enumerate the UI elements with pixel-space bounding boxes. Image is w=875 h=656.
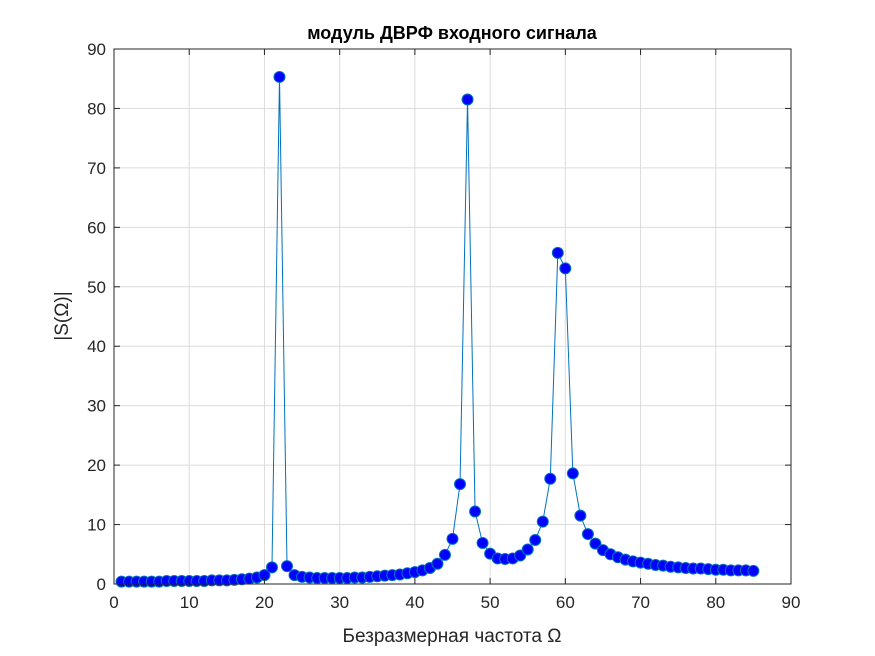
x-tick-label: 60 [556, 593, 575, 612]
data-point [521, 543, 534, 556]
data-point [544, 472, 557, 485]
x-tick-label: 70 [631, 593, 650, 612]
x-tick-label: 0 [109, 593, 118, 612]
series-markers [115, 70, 760, 588]
y-tick-label: 40 [87, 337, 106, 356]
y-axis-ticks: 0 10 20 30 40 50 60 70 80 90 [87, 40, 791, 594]
plot-frame [113, 48, 792, 585]
data-point [461, 93, 474, 106]
data-point [747, 564, 760, 577]
x-tick-label: 90 [782, 593, 801, 612]
data-point [476, 536, 489, 549]
x-tick-label: 40 [405, 593, 424, 612]
y-tick-label: 0 [97, 575, 106, 594]
data-point [454, 478, 467, 491]
chart-title: модуль ДВРФ входного сигнала [307, 23, 598, 43]
data-point [536, 515, 549, 528]
data-point [589, 537, 602, 550]
data-point [529, 534, 542, 547]
data-point [574, 509, 587, 522]
data-point [551, 246, 564, 259]
data-point [438, 548, 451, 561]
y-tick-label: 70 [87, 159, 106, 178]
y-tick-label: 20 [87, 456, 106, 475]
data-point [566, 467, 579, 480]
data-point [446, 532, 459, 545]
x-tick-label: 80 [706, 593, 725, 612]
y-tick-label: 10 [87, 516, 106, 535]
x-tick-label: 30 [330, 593, 349, 612]
x-axis-ticks: 0 10 20 30 40 50 60 70 80 90 [109, 49, 800, 612]
plot-background [114, 49, 791, 584]
y-tick-label: 90 [87, 40, 106, 59]
y-tick-label: 30 [87, 397, 106, 416]
data-point [431, 557, 444, 570]
data-point [469, 505, 482, 518]
x-tick-label: 20 [255, 593, 274, 612]
y-tick-label: 60 [87, 218, 106, 237]
data-point [281, 560, 294, 573]
data-point [581, 528, 594, 541]
data-point [273, 70, 286, 83]
y-tick-label: 50 [87, 278, 106, 297]
data-point [559, 262, 572, 275]
x-axis-label: Безразмерная частота Ω [343, 626, 562, 647]
y-tick-label: 80 [87, 99, 106, 118]
y-axis-label: |S(Ω)| [52, 291, 73, 340]
x-tick-label: 50 [481, 593, 500, 612]
x-tick-label: 10 [180, 593, 199, 612]
data-point [265, 561, 278, 574]
